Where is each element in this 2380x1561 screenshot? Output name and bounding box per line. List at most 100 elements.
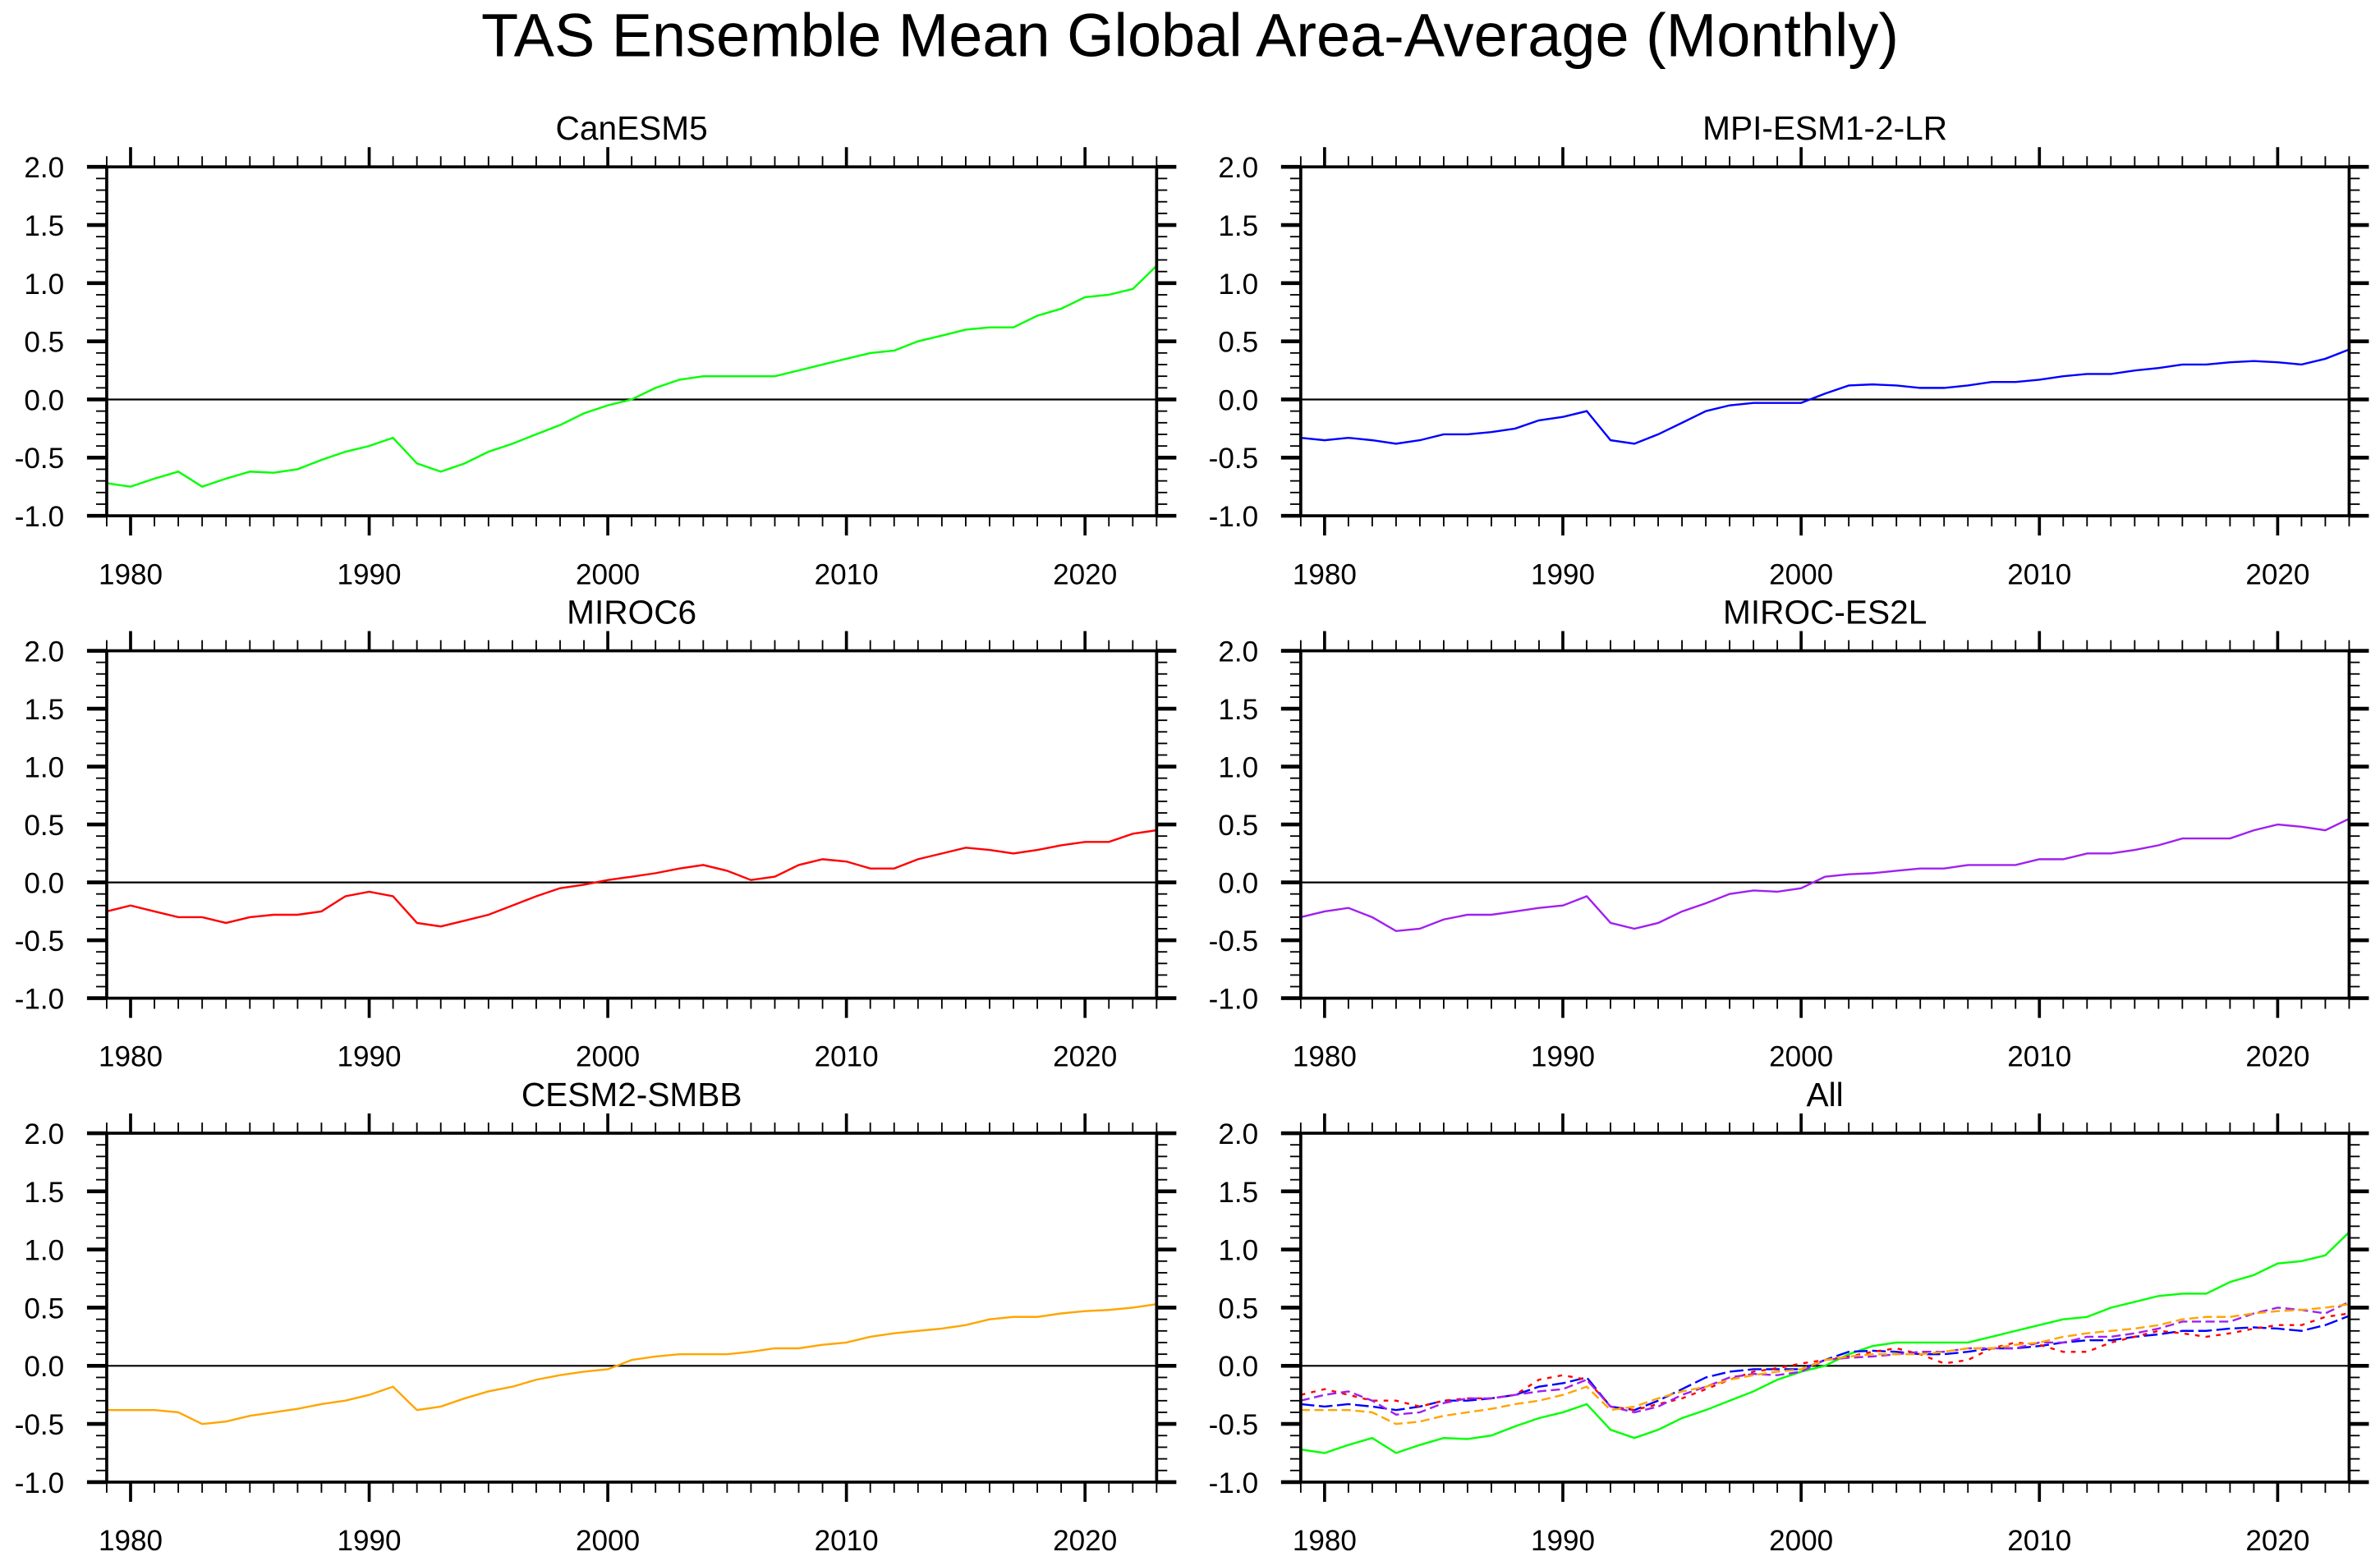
series-line-canesm5 bbox=[106, 264, 1158, 488]
y-tick-label: 2.0 bbox=[1218, 152, 1258, 184]
panel-miroc6: MIROC6 1980 1990 2000 2010 2020 2.0 1.5 1.0 0.5 0.… bbox=[15, 593, 1177, 1073]
panel-title: All bbox=[1807, 1076, 1844, 1113]
series-line-miroc-es2l bbox=[1300, 1301, 2350, 1416]
x-tick-label: 2010 bbox=[2007, 558, 2071, 590]
x-tick-label: 2000 bbox=[1769, 1041, 1833, 1073]
y-tick-label: 1.0 bbox=[24, 1235, 64, 1267]
x-tick-label: 2020 bbox=[1053, 558, 1117, 590]
plot-frame bbox=[1299, 165, 2351, 517]
y-tick-label: 0.0 bbox=[1218, 868, 1258, 900]
x-tick-label: 2000 bbox=[576, 558, 640, 590]
y-tick-label: 0.0 bbox=[24, 384, 64, 416]
y-tick-label: 2.0 bbox=[24, 636, 64, 668]
x-tick-label: 2020 bbox=[2245, 1525, 2309, 1557]
x-tick-label: 2010 bbox=[815, 1041, 879, 1073]
y-tick-label: -1.0 bbox=[15, 501, 64, 533]
x-tick-label: 1980 bbox=[99, 1041, 163, 1073]
series-line-miroc6 bbox=[1300, 1312, 2350, 1412]
y-tick-label: -1.0 bbox=[1209, 984, 1258, 1016]
y-tick-label: -1.0 bbox=[1209, 501, 1258, 533]
y-tick-label: 0.0 bbox=[1218, 384, 1258, 416]
y-tick-label: -0.5 bbox=[15, 443, 64, 475]
x-tick-label: 1980 bbox=[99, 1525, 163, 1557]
y-tick-label: -0.5 bbox=[1209, 925, 1258, 957]
x-tick-label: 2020 bbox=[2245, 1041, 2309, 1073]
y-tick-label: -0.5 bbox=[15, 1409, 64, 1441]
y-tick-label: 2.0 bbox=[1218, 1118, 1258, 1150]
panel-title: MPI-ESM1-2-LR bbox=[1702, 109, 1947, 147]
y-tick-label: 1.5 bbox=[24, 694, 64, 726]
x-tick-label: 1990 bbox=[1531, 1525, 1595, 1557]
x-tick-label: 1980 bbox=[1293, 558, 1357, 590]
plot-frame bbox=[105, 1132, 1159, 1484]
series-line-canesm5 bbox=[1300, 1231, 2350, 1454]
y-tick-label: -0.5 bbox=[15, 925, 64, 957]
y-tick-label: 0.5 bbox=[1218, 810, 1258, 842]
x-tick-label: 1990 bbox=[1531, 1041, 1595, 1073]
plot-frame bbox=[105, 649, 1159, 1000]
plot-frame bbox=[1299, 1132, 2351, 1484]
panel-all: All 1980 1990 2000 2010 2020 2.0 1.5 1.0 0.5 0.0 -0… bbox=[1209, 1076, 2369, 1557]
y-tick-label: 2.0 bbox=[1218, 636, 1258, 668]
panel-canesm5: CanESM5 1980 1990 2000 2010 2020 2.0 1.5 1.0 0.5 0… bbox=[15, 109, 1177, 590]
x-tick-label: 2000 bbox=[576, 1525, 640, 1557]
y-tick-label: 0.0 bbox=[24, 1351, 64, 1383]
x-tick-label: 1990 bbox=[1531, 558, 1595, 590]
y-tick-label: 0.0 bbox=[24, 868, 64, 900]
series-line-cesm2-smbb bbox=[106, 1303, 1157, 1426]
y-tick-label: 2.0 bbox=[24, 1118, 64, 1150]
y-tick-label: -1.0 bbox=[1209, 1467, 1258, 1499]
y-tick-label: 1.0 bbox=[1218, 751, 1258, 783]
series-line-miroc-es2l bbox=[1300, 817, 2350, 932]
y-tick-label: 1.0 bbox=[1218, 269, 1258, 301]
x-tick-label: 2000 bbox=[576, 1041, 640, 1073]
x-tick-label: 2000 bbox=[1769, 558, 1833, 590]
plot-frame bbox=[1299, 649, 2351, 1000]
y-tick-label: 1.0 bbox=[24, 751, 64, 783]
x-tick-label: 2010 bbox=[815, 558, 879, 590]
x-tick-label: 1980 bbox=[1293, 1041, 1357, 1073]
y-tick-label: 0.5 bbox=[24, 810, 64, 842]
series-line-cesm2-smbb bbox=[1300, 1303, 2350, 1426]
panel-cesm2-smbb: CESM2-SMBB 1980 1990 2000 2010 2020 2.0 1.5 1.0 0… bbox=[15, 1076, 1177, 1557]
x-tick-label: 2010 bbox=[2007, 1041, 2071, 1073]
panel-title: CanESM5 bbox=[556, 109, 708, 147]
y-tick-label: 2.0 bbox=[24, 152, 64, 184]
panel-title: MIROC6 bbox=[567, 593, 696, 631]
y-tick-label: 1.5 bbox=[1218, 694, 1258, 726]
y-tick-label: -0.5 bbox=[1209, 1409, 1258, 1441]
x-tick-label: 1990 bbox=[338, 558, 402, 590]
x-tick-label: 1990 bbox=[338, 1041, 402, 1073]
y-tick-label: 1.5 bbox=[1218, 210, 1258, 242]
panel-miroc-es2l: MIROC-ES2L 1980 1990 2000 2010 2020 2.0 1.5 1.0 0… bbox=[1209, 593, 2369, 1073]
plot-frame bbox=[105, 165, 1159, 517]
y-tick-label: 0.0 bbox=[1218, 1351, 1258, 1383]
y-tick-label: 1.0 bbox=[24, 269, 64, 301]
x-tick-label: 1980 bbox=[1293, 1525, 1357, 1557]
x-tick-label: 2000 bbox=[1769, 1525, 1833, 1557]
y-tick-label: 1.5 bbox=[1218, 1177, 1258, 1209]
y-tick-label: 0.5 bbox=[1218, 1292, 1258, 1325]
y-tick-label: -0.5 bbox=[1209, 443, 1258, 475]
series-line-mpi-esm1-2-lr bbox=[1300, 348, 2350, 445]
x-tick-label: 2020 bbox=[1053, 1041, 1117, 1073]
y-tick-label: 1.5 bbox=[24, 1177, 64, 1209]
x-tick-label: 2020 bbox=[2245, 558, 2309, 590]
figure-title: TAS Ensemble Mean Global Area-Average (M… bbox=[481, 1, 1899, 69]
panel-title: MIROC-ES2L bbox=[1723, 593, 1927, 631]
panel-title: CESM2-SMBB bbox=[521, 1076, 742, 1113]
y-tick-label: 0.5 bbox=[24, 327, 64, 359]
y-tick-label: 0.5 bbox=[24, 1292, 64, 1325]
y-tick-label: -1.0 bbox=[15, 1467, 64, 1499]
y-tick-label: 1.0 bbox=[1218, 1235, 1258, 1267]
x-tick-label: 1990 bbox=[338, 1525, 402, 1557]
x-tick-label: 1980 bbox=[99, 558, 163, 590]
y-tick-label: -1.0 bbox=[15, 984, 64, 1016]
x-tick-label: 2010 bbox=[2007, 1525, 2071, 1557]
series-line-mpi-esm1-2-lr bbox=[1300, 1315, 2350, 1412]
x-tick-label: 2010 bbox=[815, 1525, 879, 1557]
x-tick-label: 2020 bbox=[1053, 1525, 1117, 1557]
y-tick-label: 0.5 bbox=[1218, 327, 1258, 359]
y-tick-label: 1.5 bbox=[24, 210, 64, 242]
